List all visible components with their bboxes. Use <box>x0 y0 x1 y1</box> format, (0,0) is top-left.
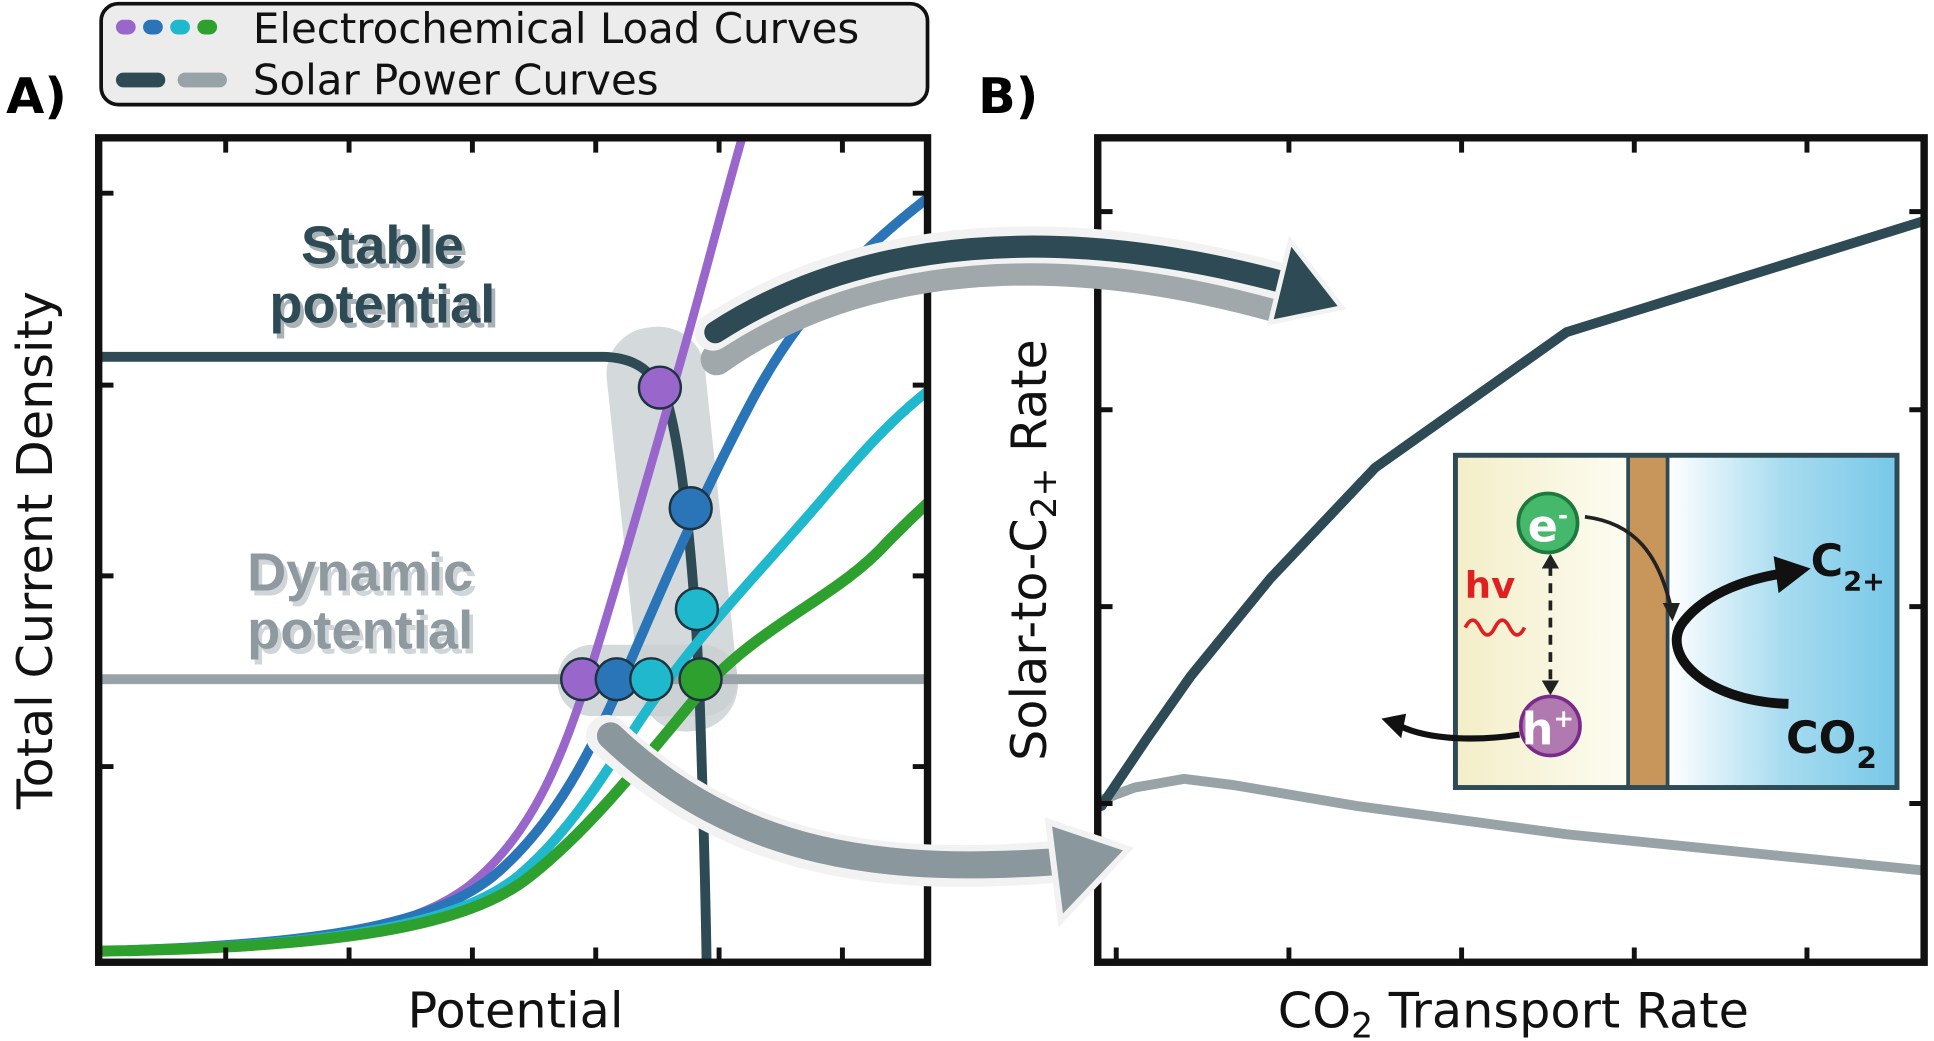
annotation-shadow: Stable <box>305 220 468 280</box>
electron-label: e- <box>1528 501 1568 552</box>
axes-frame <box>1094 134 1928 966</box>
x-axis-title-rest: Transport Rate <box>1373 982 1749 1040</box>
legend-swatches <box>115 19 227 88</box>
arrow-stable <box>694 226 1347 376</box>
ticks <box>98 137 928 963</box>
inset <box>1381 452 1900 790</box>
intersection-points <box>559 365 723 702</box>
product-sub: 2+ <box>1843 567 1885 598</box>
axes-frame <box>94 134 932 966</box>
y-axis-title: Solar-to-C2+ Rate <box>1000 339 1065 761</box>
electron-sup: - <box>1558 501 1568 530</box>
y-axis-title-main: Solar-to-C <box>1000 518 1058 760</box>
y-axis-title: Total Current Density <box>6 291 64 810</box>
legend-entry: Solar Power Curves <box>253 56 659 105</box>
annotation: Stable <box>301 215 464 275</box>
y-axis-title-rest: Rate <box>1000 339 1058 467</box>
reactant-sub: 2 <box>1856 741 1877 775</box>
hole-sup: + <box>1553 704 1574 733</box>
electron-main: e <box>1528 501 1558 552</box>
panel-b-curves <box>1097 215 1925 876</box>
panel-label: A) <box>6 67 67 125</box>
legend-box <box>99 1 930 107</box>
annotation: potential <box>269 274 495 334</box>
reactant-main: CO <box>1786 713 1856 764</box>
arrow-dynamic <box>585 714 1135 928</box>
reactant-label: CO2 <box>1786 713 1877 775</box>
annotation-shadow: Dynamic <box>251 548 477 608</box>
x-axis-title-main: CO <box>1278 982 1351 1040</box>
x-axis-title-sub: 2 <box>1351 1006 1373 1041</box>
x-axis-title: Potential <box>408 982 624 1040</box>
ticks <box>1097 137 1925 963</box>
annotation-shadow: potential <box>251 605 477 665</box>
light-label: hv <box>1465 564 1515 607</box>
annotation: Dynamic <box>247 543 473 603</box>
annotation: potential <box>247 601 473 661</box>
product-label: C2+ <box>1811 536 1885 598</box>
y-axis-title-sub: 2+ <box>1025 468 1065 519</box>
hole-main: h <box>1522 704 1554 755</box>
panel-label: B) <box>978 67 1038 125</box>
hole-label: h+ <box>1522 704 1574 755</box>
product-main: C <box>1811 536 1844 587</box>
legend-entry: Electrochemical Load Curves <box>253 4 859 53</box>
x-axis-title: CO2 Transport Rate <box>1278 982 1749 1041</box>
annotation-shadow: potential <box>273 279 499 339</box>
